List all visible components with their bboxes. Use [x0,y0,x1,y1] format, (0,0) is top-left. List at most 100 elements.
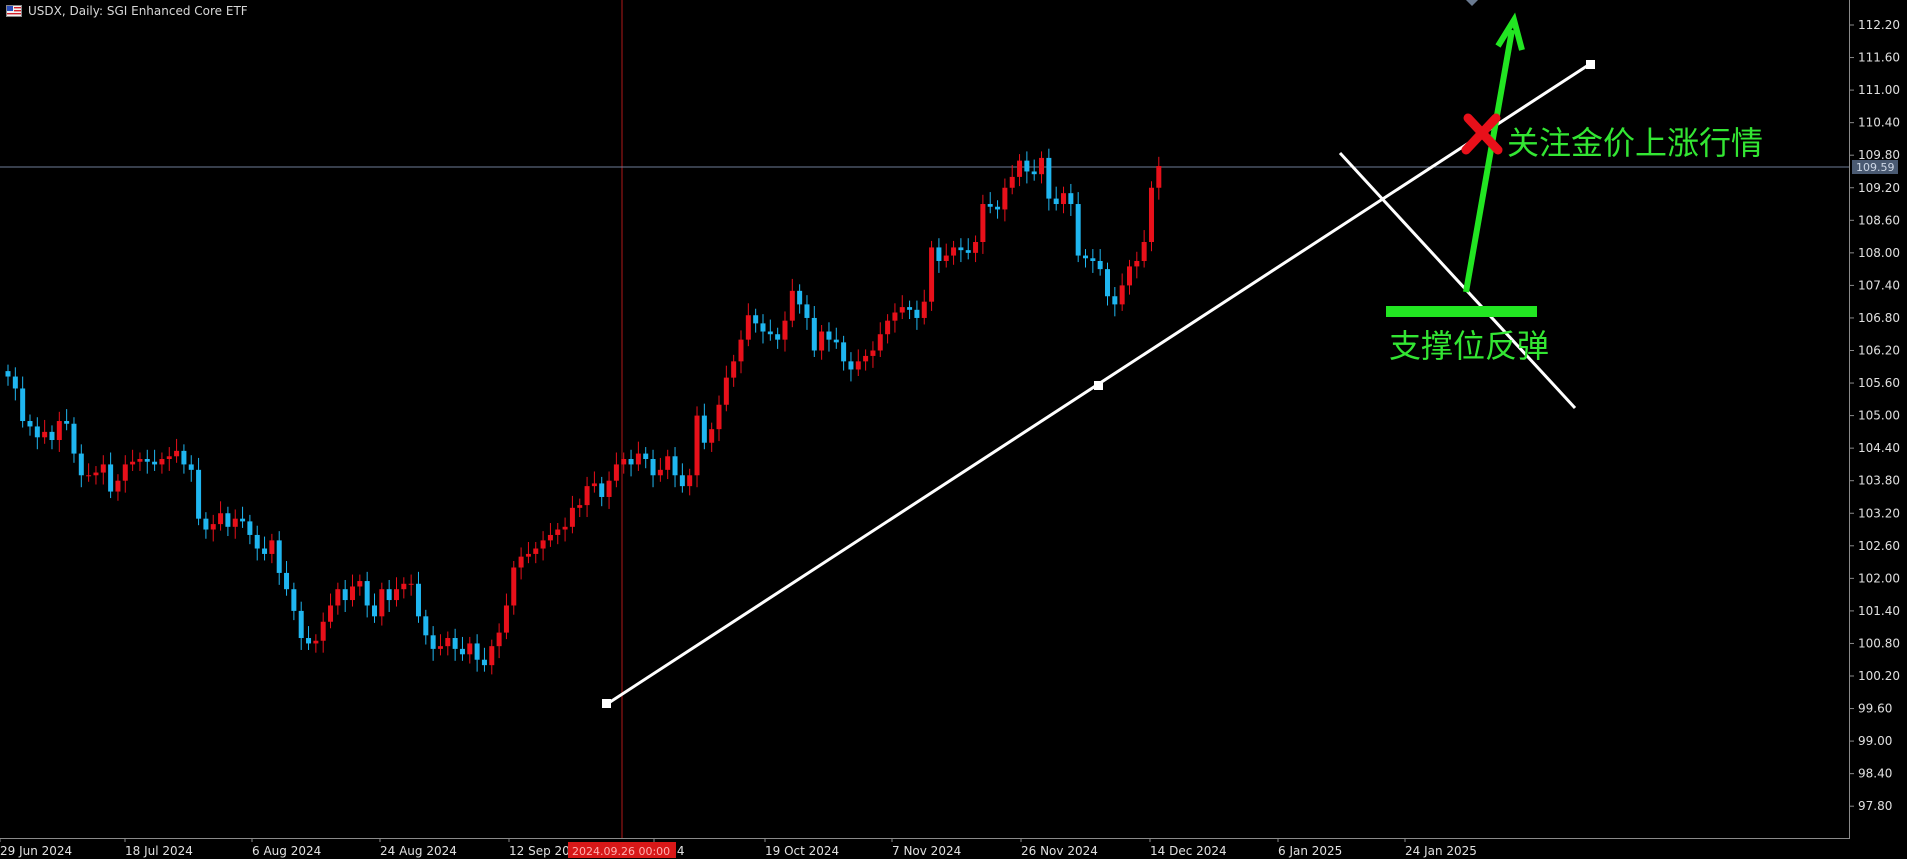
bullish-candle [533,548,539,554]
bullish-candle [350,586,356,601]
bullish-candle [606,480,612,497]
bullish-candle [819,331,825,351]
price-axis-label: 109.80 [1858,148,1900,162]
bullish-candle [657,469,663,476]
bullish-candle [789,290,795,321]
trendline-anchor-start[interactable] [602,699,611,708]
bullish-candle [313,640,319,644]
bearish-candle [415,583,421,617]
bullish-candle [555,529,561,535]
bearish-candle [1075,204,1081,256]
bearish-candle [1090,258,1096,261]
price-axis-label: 106.20 [1858,344,1900,358]
price-axis-label: 99.60 [1858,702,1892,716]
time-axis-label: 12 Sep 20 [509,844,570,858]
bullish-candle [782,320,788,340]
bullish-candle [210,524,216,530]
bearish-candle [78,453,84,476]
time-axis-label: 24 Jan 2025 [1405,844,1477,858]
bullish-candle [218,513,224,525]
bearish-candle [1031,171,1037,175]
bullish-candle [973,242,979,253]
bullish-candle [130,461,136,465]
price-axis-label: 107.40 [1858,278,1900,292]
price-axis-label: 103.20 [1858,506,1900,520]
bearish-candle [430,635,436,649]
price-axis-label: 102.60 [1858,539,1900,553]
bearish-candle [760,323,766,332]
bearish-candle [811,317,817,351]
trendline-anchor-end[interactable] [1586,60,1595,69]
bullish-candle [42,431,48,438]
bearish-candle [841,342,847,362]
bearish-candle [1024,160,1030,172]
price-axis-label: 105.60 [1858,376,1900,390]
bearish-candle [995,206,1001,210]
price-axis: 112.20 111.60 111.00 110.40 109.80 109.20 108.… [1849,18,1900,813]
price-axis-label: 102.00 [1858,571,1900,585]
bullish-candle [547,534,553,541]
bullish-candle [1061,193,1067,205]
price-axis-label: 98.40 [1858,767,1892,781]
bearish-candle [284,572,290,590]
bullish-candle [613,464,619,481]
bearish-candle [342,589,348,601]
bullish-candle [115,480,121,492]
bearish-candle [423,616,429,636]
bearish-candle [848,361,854,370]
support-rebound-label: 支撑位反弹 [1389,327,1549,365]
bullish-candle [269,540,275,554]
price-axis-label: 105.00 [1858,409,1900,423]
crosshair-date-tag [568,842,676,858]
bullish-candle [885,320,891,335]
bullish-candle [577,505,583,508]
bearish-candle [914,309,920,318]
bearish-candle [1068,193,1074,205]
time-axis-label: 18 Jul 2024 [125,844,193,858]
bearish-candle [276,540,282,573]
plot-area[interactable] [0,0,1850,839]
support-level-bar [1386,306,1537,317]
bearish-candle [753,315,759,324]
bearish-candle [1105,269,1110,297]
bullish-candle [1002,187,1008,210]
bearish-candle [386,589,392,601]
bullish-candle [1039,157,1045,175]
bearish-candle [958,247,964,251]
bullish-candle [1156,166,1162,188]
bearish-candle [459,648,465,655]
time-axis-label: 24 Aug 2024 [380,844,457,858]
price-axis-label: 108.00 [1858,246,1900,260]
price-axis-label: 100.20 [1858,669,1900,683]
bearish-candle [262,548,268,554]
bullish-candle [738,339,744,362]
price-axis-label: 101.40 [1858,604,1900,618]
chart-symbol-icon [6,5,22,17]
bullish-candle [621,459,627,465]
bullish-candle [335,589,341,606]
bullish-candle [951,247,957,256]
price-axis-label: 108.60 [1858,213,1900,227]
candlestick-series [5,148,1162,675]
time-axis-label: 26 Nov 2024 [1021,844,1098,858]
bullish-candle [122,464,128,481]
bullish-candle [863,355,869,362]
bullish-candle [496,632,502,647]
bullish-candle [584,486,590,506]
bullish-candle [511,567,517,606]
bullish-candle [401,583,407,590]
bearish-candle [291,589,297,611]
price-axis-label: 109.20 [1858,181,1900,195]
bullish-candle [379,589,385,617]
bearish-candle [5,371,11,377]
bearish-candle [71,423,77,454]
trendline-anchor-mid[interactable] [1094,381,1103,390]
bearish-candle [188,464,194,470]
bullish-candle [665,456,671,470]
bullish-candle [694,415,700,476]
bullish-candle [489,646,495,666]
downtrend-line[interactable] [1338,151,1577,410]
current-price-tag-label: 109.59 [1856,161,1895,174]
